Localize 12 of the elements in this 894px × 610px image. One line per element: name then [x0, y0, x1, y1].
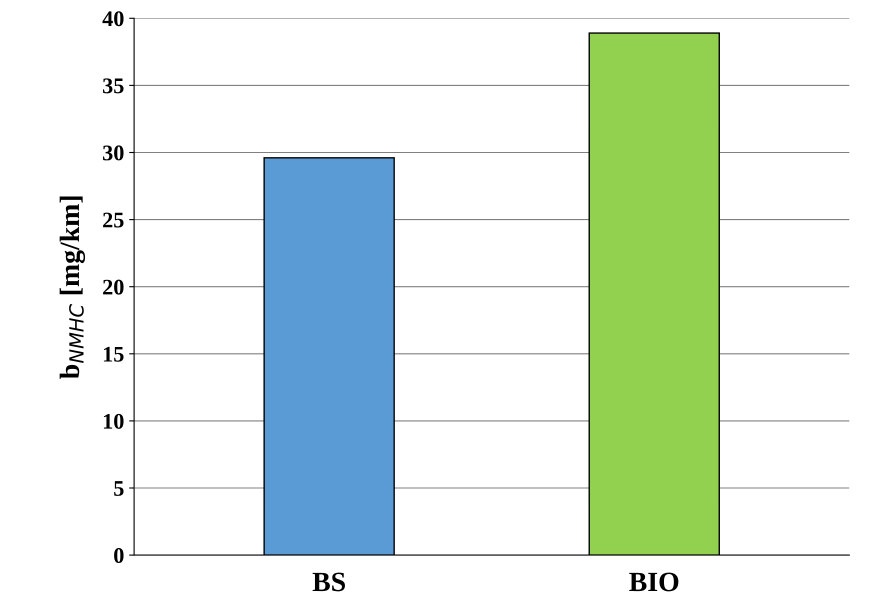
- x-tick-label: BS: [312, 572, 345, 592]
- y-tick-label: 30: [102, 145, 124, 160]
- y-tick-label: 0: [114, 548, 124, 564]
- y-tick-label: 10: [104, 414, 124, 429]
- y-tick-label: 25: [103, 212, 124, 228]
- y-tick-label: 40: [102, 11, 124, 26]
- y-tick-label: 15: [104, 346, 124, 362]
- x-tick-label: BIO: [629, 572, 678, 592]
- y-tick-label: 35: [102, 78, 124, 94]
- y-axis-title: b$_{NMHC}$ [mg/km]: [60, 196, 86, 379]
- y-tick-label: 20: [103, 280, 124, 295]
- y-tick-label: 5: [114, 481, 124, 496]
